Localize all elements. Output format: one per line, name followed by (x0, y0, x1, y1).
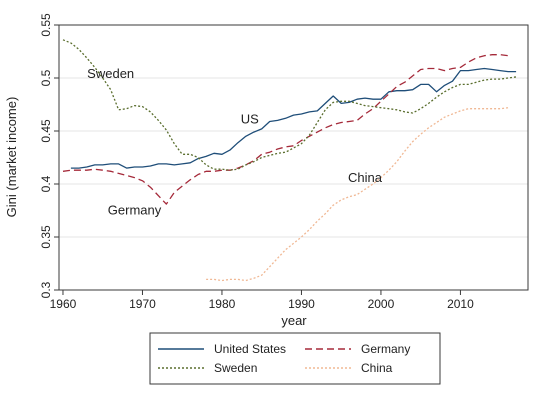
legend-label: Germany (361, 342, 410, 356)
y-tick-label: 0.55 (39, 13, 53, 37)
y-axis-title: Gini (market income) (4, 97, 19, 218)
annotation-china: China (348, 170, 383, 185)
legend-label: Sweden (214, 361, 257, 375)
x-tick-label: 1960 (50, 297, 77, 311)
x-tick-label: 1970 (129, 297, 156, 311)
series-line-sweden (62, 39, 517, 171)
legend: United States Germany Sweden China (158, 342, 410, 375)
y-tick-label: 0.3 (39, 281, 53, 298)
series-line-germany (62, 54, 509, 205)
annotation-us: US (241, 112, 259, 127)
annotation-germany: Germany (108, 203, 162, 218)
annotation-sweden: Sweden (87, 66, 134, 81)
series-line-united-states (70, 67, 517, 169)
legend-box (149, 332, 441, 385)
y-tick-label: 0.35 (39, 225, 53, 249)
y-tick-label: 0.5 (39, 69, 53, 86)
x-tick-label: 1990 (288, 297, 315, 311)
annotations: Sweden US Germany China (87, 66, 383, 218)
x-tick-label: 1980 (209, 297, 236, 311)
y-tick-label: 0.45 (39, 119, 53, 143)
axes: 0.3 0.35 0.4 0.45 0.5 0.55 1960 1970 1980 1990 200… (39, 13, 474, 311)
plot-frame (58, 24, 529, 291)
legend-label: United States (214, 342, 286, 356)
legend-label: China (361, 361, 393, 375)
series-lines (62, 39, 517, 282)
x-tick-label: 2000 (368, 297, 395, 311)
x-axis-title: year (281, 313, 307, 328)
x-tick-label: 2010 (447, 297, 474, 311)
y-tick-label: 0.4 (39, 175, 53, 192)
